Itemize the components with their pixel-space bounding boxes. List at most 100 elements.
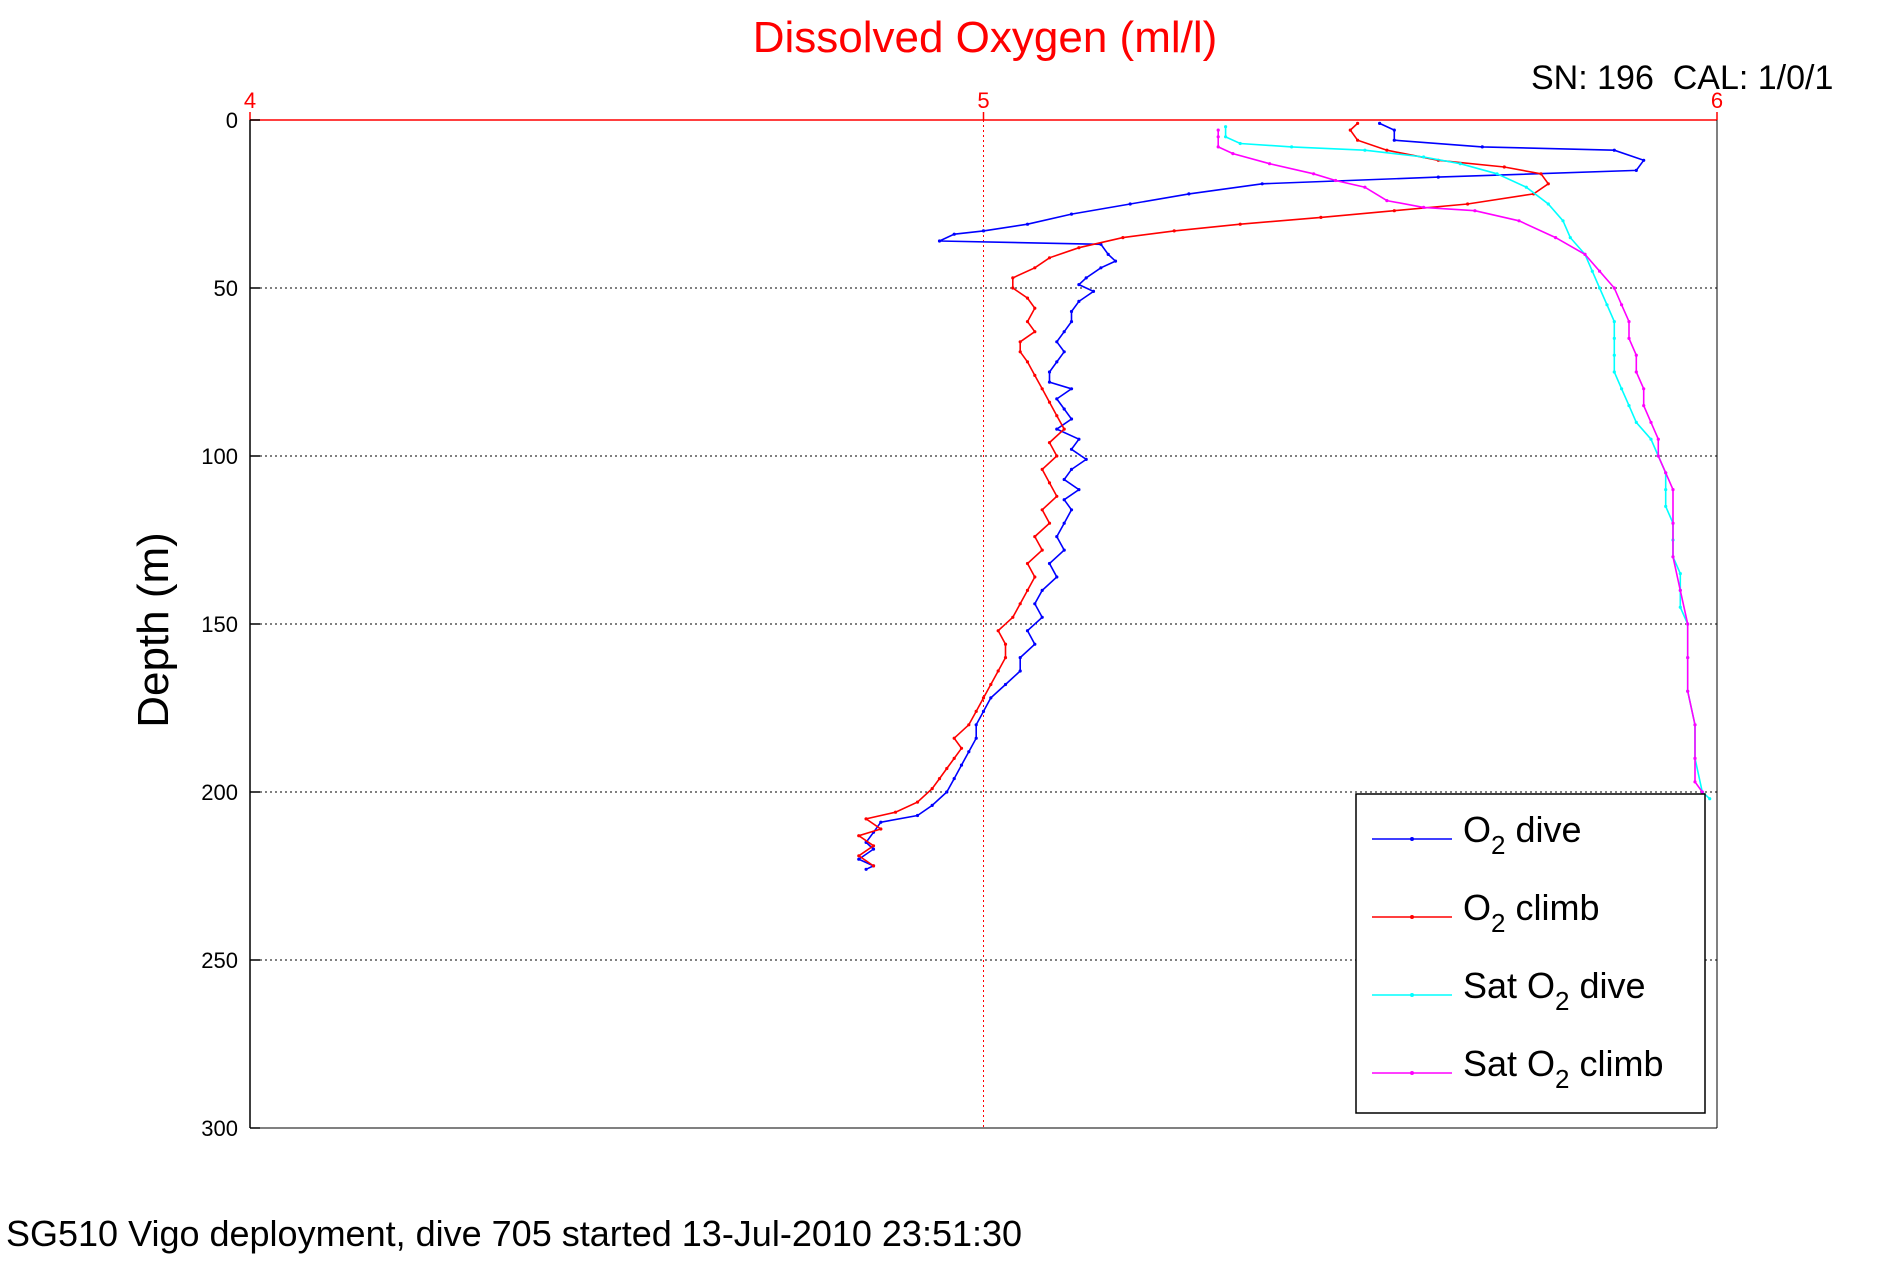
data-point (1422, 155, 1426, 159)
data-point (1062, 521, 1066, 525)
legend: O2 dive O2 climb Sat O2 dive Sat O2 climb (1355, 793, 1706, 1114)
data-point (1590, 269, 1594, 273)
data-point (1664, 488, 1668, 492)
data-point (1238, 222, 1242, 226)
data-point (1216, 128, 1220, 132)
data-point (1025, 222, 1030, 226)
data-point (937, 239, 942, 243)
data-point (1356, 121, 1360, 125)
data-point (1686, 689, 1690, 693)
data-point (1539, 172, 1543, 176)
data-point (1642, 387, 1646, 391)
data-point (1011, 615, 1015, 619)
data-point (871, 844, 876, 848)
data-point (1634, 353, 1638, 357)
data-point (1216, 145, 1220, 149)
data-point (1062, 548, 1066, 552)
data-point (1627, 320, 1631, 324)
y-tick-label: 0 (226, 108, 238, 133)
legend-label: Sat O2 dive (1463, 965, 1646, 1016)
data-point (1517, 219, 1521, 223)
data-point (981, 229, 986, 233)
data-point (1047, 481, 1052, 485)
data-point (1290, 145, 1294, 149)
data-point (945, 766, 949, 771)
data-point (1003, 682, 1008, 687)
data-point (1620, 387, 1624, 391)
data-point (1099, 266, 1103, 270)
data-point (1011, 286, 1015, 290)
series-1 (856, 121, 1550, 868)
data-point (1466, 202, 1470, 206)
data-point (1612, 286, 1616, 290)
y-tick-label: 150 (201, 612, 238, 637)
data-point (1187, 192, 1191, 196)
y-tick-label: 200 (201, 780, 238, 805)
data-point (1392, 209, 1396, 213)
data-point (1693, 756, 1697, 761)
data-point (1224, 125, 1228, 129)
data-point (1069, 309, 1074, 314)
series-line (856, 122, 1550, 867)
data-point (981, 709, 986, 714)
data-point (1634, 420, 1638, 424)
data-point (1664, 471, 1668, 475)
data-point (1055, 340, 1059, 344)
data-point (1473, 209, 1477, 213)
data-point (1392, 128, 1396, 132)
data-point (1231, 152, 1235, 156)
data-point (1047, 561, 1052, 566)
data-point (857, 834, 861, 838)
data-point (1033, 575, 1037, 579)
data-point (967, 750, 971, 754)
data-point (857, 854, 861, 858)
data-point (1055, 427, 1059, 431)
data-point (1172, 229, 1176, 233)
tick-labels: 4 5 6 0 50 100 150 200 250 300 (201, 88, 1723, 1141)
data-point (1077, 283, 1081, 287)
data-point (1671, 521, 1675, 525)
y-tick-label: 50 (214, 276, 238, 301)
data-point (1077, 299, 1081, 303)
data-point (1671, 555, 1675, 559)
data-point (1620, 303, 1624, 307)
data-point (1546, 202, 1550, 206)
data-point (1040, 387, 1044, 391)
data-point (1554, 236, 1558, 240)
data-point (967, 723, 971, 727)
data-point (1062, 477, 1066, 482)
data-point (981, 696, 986, 700)
data-point (1033, 306, 1037, 310)
data-point (1033, 602, 1037, 606)
data-point (1055, 414, 1059, 418)
data-point (1025, 296, 1030, 300)
data-point (1069, 320, 1074, 324)
data-point (930, 787, 934, 791)
data-point (1598, 269, 1602, 273)
data-point (879, 827, 883, 831)
chart-title: Dissolved Oxygen (ml/l) (753, 13, 1218, 62)
data-point (1047, 521, 1052, 525)
data-point (1055, 360, 1059, 364)
data-point (1385, 148, 1389, 152)
data-point (1378, 121, 1382, 125)
data-point (1113, 259, 1118, 263)
data-point (1069, 417, 1074, 421)
data-point (1700, 790, 1704, 794)
data-point (1047, 370, 1052, 374)
data-point (1319, 215, 1323, 219)
data-point (1664, 504, 1668, 508)
data-point (1077, 437, 1081, 441)
data-point (1693, 780, 1697, 784)
data-point (1627, 404, 1631, 408)
data-point (989, 682, 993, 687)
data-point (1356, 138, 1360, 142)
legend-item: Sat O2 dive (1372, 965, 1646, 1016)
data-point (1605, 303, 1609, 307)
data-point (1656, 437, 1660, 441)
data-point (915, 813, 920, 818)
data-point (1047, 256, 1052, 260)
data-point (1312, 172, 1316, 176)
legend-marker (1410, 837, 1414, 841)
